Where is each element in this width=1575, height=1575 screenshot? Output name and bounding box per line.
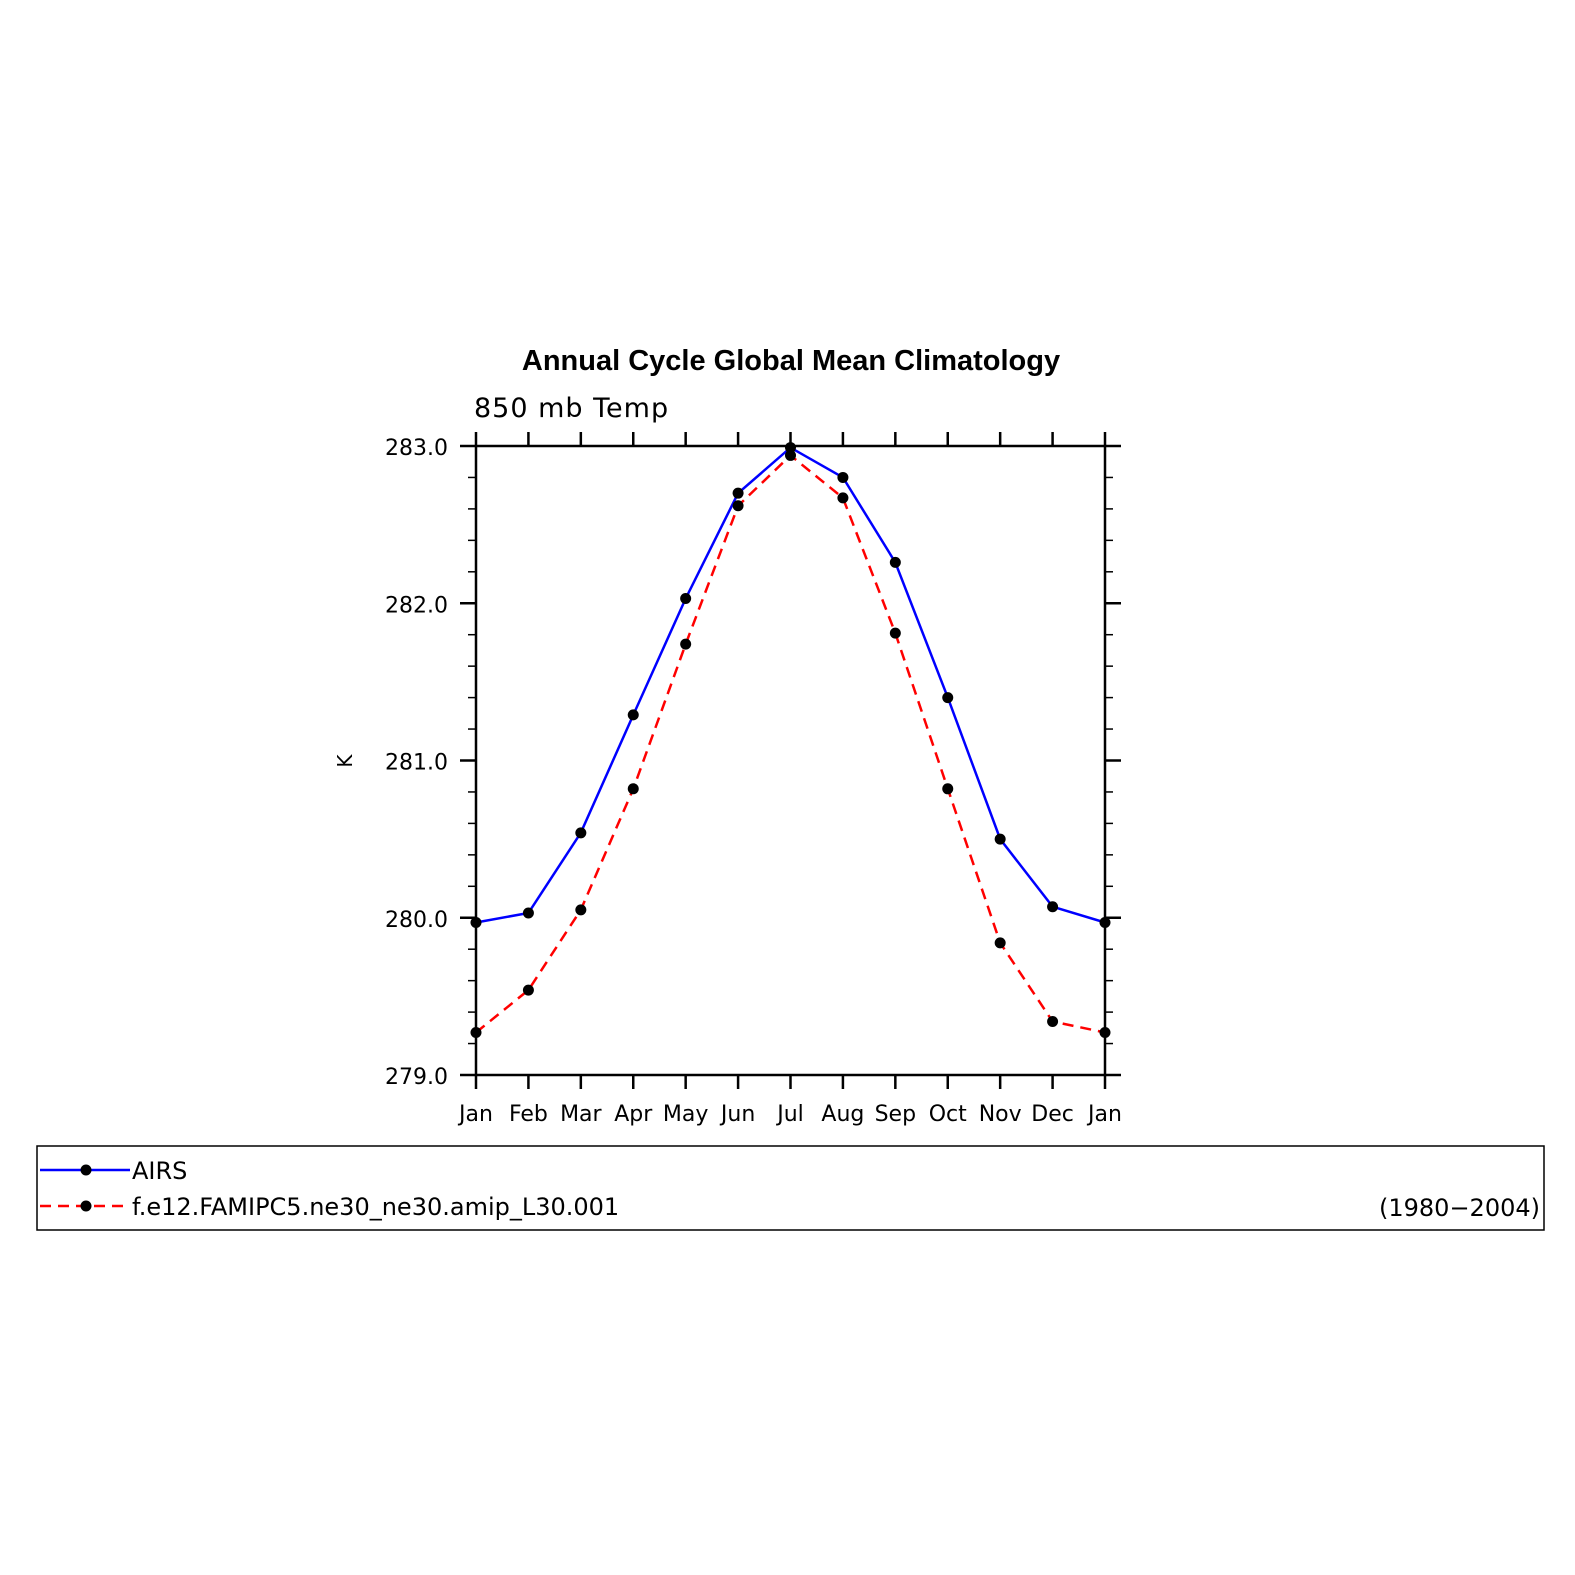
series-0-point bbox=[1047, 901, 1059, 913]
legend-marker-0 bbox=[80, 1164, 92, 1176]
series-0-point bbox=[627, 709, 639, 721]
series-0-point bbox=[785, 442, 796, 454]
series-1-point bbox=[680, 638, 692, 650]
y-axis-label: K bbox=[333, 754, 357, 768]
x-tick-label: Sep bbox=[875, 1102, 916, 1127]
series-1-point bbox=[522, 984, 534, 996]
x-tick-label: Apr bbox=[614, 1102, 653, 1127]
axes bbox=[474, 444, 1107, 1077]
series-0-point bbox=[680, 593, 692, 605]
y-tick-label: 282.0 bbox=[385, 593, 448, 618]
series-1-point bbox=[837, 492, 849, 504]
series-0-point bbox=[994, 833, 1006, 845]
x-tick-label: Feb bbox=[509, 1102, 548, 1127]
series-line-0 bbox=[475, 446, 1106, 924]
series-1-point bbox=[627, 783, 639, 795]
series-0-point bbox=[942, 692, 954, 704]
series-line-1 bbox=[475, 453, 1106, 1034]
legend-label-1: f.e12.FAMIPC5.ne30_ne30.amip_L30.001 bbox=[132, 1193, 619, 1221]
series-1-point bbox=[470, 1027, 482, 1039]
series-0-point bbox=[470, 916, 482, 928]
x-tick-label: Nov bbox=[979, 1102, 1022, 1127]
x-tick-label: Jan bbox=[457, 1102, 493, 1127]
series-1-point bbox=[732, 500, 744, 512]
series-0-point bbox=[522, 907, 534, 919]
series-1-point bbox=[575, 904, 587, 916]
x-tick-label: Mar bbox=[560, 1102, 602, 1127]
y-tick-label: 283.0 bbox=[385, 436, 448, 461]
plot-frame bbox=[474, 444, 1107, 1077]
y-tick-label: 281.0 bbox=[385, 751, 448, 776]
series-1-point bbox=[1099, 1027, 1111, 1039]
series-1-point bbox=[889, 627, 901, 639]
series-0-point bbox=[1099, 916, 1111, 928]
x-tick-label: Jan bbox=[1086, 1102, 1122, 1127]
series-1-point bbox=[994, 937, 1006, 949]
y-tick-label: 280.0 bbox=[385, 908, 448, 933]
series-1-point bbox=[785, 449, 796, 461]
series bbox=[470, 442, 1111, 1039]
series-1-point bbox=[942, 783, 954, 795]
ticks: Jan Feb Mar Apr May Jun Jul Aug Sep Oct Nov Dec Jan 2… bbox=[385, 432, 1122, 1127]
x-tick-label: Aug bbox=[821, 1102, 864, 1127]
x-tick-label: May bbox=[663, 1102, 708, 1127]
series-0-point bbox=[575, 827, 587, 839]
series-0-point bbox=[889, 556, 901, 568]
chart-subtitle: 850 mb Temp bbox=[474, 393, 669, 424]
legend-label-0: AIRS bbox=[132, 1157, 187, 1185]
legend-marker-1 bbox=[80, 1200, 92, 1212]
legend-note: (1980−2004) bbox=[1379, 1194, 1540, 1222]
x-tick-label: Dec bbox=[1031, 1102, 1074, 1127]
series-0-point bbox=[837, 471, 849, 483]
legend-box bbox=[36, 1145, 1545, 1231]
x-tick-label: Jun bbox=[719, 1102, 755, 1127]
chart-title: Annual Cycle Global Mean Climatology bbox=[522, 345, 1060, 377]
series-0-point bbox=[732, 487, 744, 499]
legend: (1980−2004) AIRS f.e12.FAMIPC5.ne30_ne30.… bbox=[36, 1145, 1545, 1231]
x-tick-label: Oct bbox=[929, 1102, 967, 1127]
series-1-point bbox=[1047, 1016, 1059, 1028]
x-tick-label: Jul bbox=[775, 1102, 804, 1127]
y-tick-label: 279.0 bbox=[385, 1065, 448, 1090]
